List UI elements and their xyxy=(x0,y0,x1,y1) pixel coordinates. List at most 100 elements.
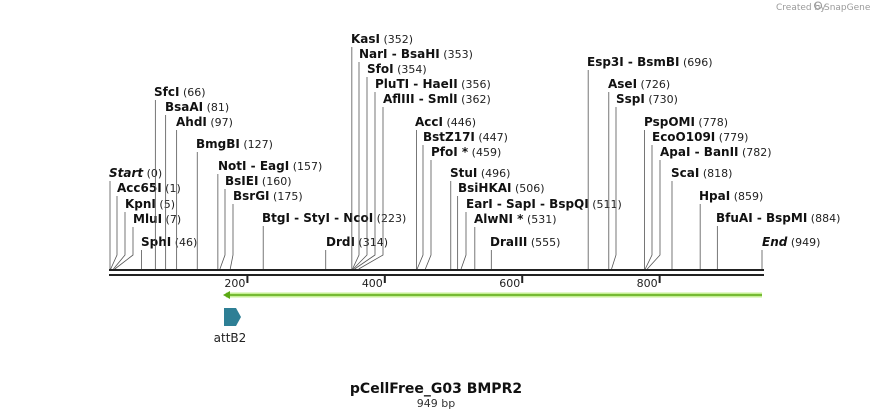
site-connector xyxy=(424,160,432,270)
site-asei[interactable]: AseI (726) xyxy=(607,77,672,269)
site-position: (66) xyxy=(179,86,205,99)
site-label-backdrop xyxy=(615,92,679,106)
site-label: BfuAI - BspMI (884) xyxy=(716,211,840,225)
site-name: ApaI xyxy=(660,145,690,159)
site-separator: - xyxy=(290,211,303,225)
snapgene-brand-text: SnapGene xyxy=(824,3,871,13)
site-kpni[interactable]: KpnI (5) xyxy=(113,197,176,270)
site-stui[interactable]: StuI (496) xyxy=(449,166,512,269)
site-bsiei[interactable]: BsIEI (160) xyxy=(219,174,293,270)
site-position: (353) xyxy=(440,48,473,61)
site-name: StuI xyxy=(450,166,477,180)
site-label-backdrop xyxy=(261,211,408,225)
orf-feature[interactable] xyxy=(223,291,762,299)
site-name: BtgI xyxy=(262,211,290,225)
site-bsihkai[interactable]: BsiHKAI (506) xyxy=(457,181,546,269)
site-label: DrdI (314) xyxy=(326,235,388,249)
site-connector xyxy=(229,204,234,270)
site-label-backdrop xyxy=(670,166,734,180)
site-label: SspI (730) xyxy=(616,92,678,106)
site-label-backdrop xyxy=(358,47,474,61)
site-separator: - xyxy=(624,55,637,69)
site-acci[interactable]: AccI (446) xyxy=(414,115,478,269)
site-eari[interactable]: EarI - SapI - BspQI (511) xyxy=(460,197,623,270)
site-afliii[interactable]: AflIII - SmlI (362) xyxy=(358,92,492,270)
site-nari[interactable]: NarI - BsaHI (353) xyxy=(352,47,474,270)
sequence-backbone xyxy=(109,269,764,276)
site-name: KasI xyxy=(351,32,380,46)
site-name: SapI xyxy=(506,197,536,211)
ruler-tick: 400 xyxy=(362,276,386,290)
site-scai[interactable]: ScaI (818) xyxy=(670,166,734,269)
site-separator: - xyxy=(247,159,260,173)
site-connector xyxy=(219,189,226,270)
site-name: BmgBI xyxy=(196,137,240,151)
site-label: End (949) xyxy=(762,235,820,249)
site-label: AhdI (97) xyxy=(176,115,233,129)
site-connector xyxy=(416,145,424,270)
site-position: (81) xyxy=(203,101,229,114)
attb2-feature[interactable]: attB2 xyxy=(214,308,247,345)
site-position: (730) xyxy=(645,93,678,106)
site-sspi[interactable]: SspI (730) xyxy=(611,92,679,270)
site-name: BsaAI xyxy=(165,100,203,114)
site-label-backdrop xyxy=(761,235,822,249)
site-label-backdrop xyxy=(607,77,672,91)
site-label: BsiHKAI (506) xyxy=(458,181,545,195)
site-position: (46) xyxy=(171,236,197,249)
site-label: BsIEI (160) xyxy=(225,174,292,188)
site-pluti[interactable]: PluTI - HaeII (356) xyxy=(354,77,492,270)
plasmid-length: 949 bp xyxy=(417,397,455,410)
site-name: KpnI xyxy=(125,197,156,211)
site-position: (496) xyxy=(477,167,510,180)
site-separator: - xyxy=(415,92,428,106)
site-position: (175) xyxy=(270,190,303,203)
site-ahdi[interactable]: AhdI (97) xyxy=(175,115,234,269)
site-label: EarI - SapI - BspQI (511) xyxy=(466,197,622,211)
site-name: BsiHKAI xyxy=(458,181,512,195)
site-start[interactable]: Start (0) xyxy=(108,166,164,269)
site-name: PfoI * xyxy=(431,145,469,159)
site-position: (782) xyxy=(739,146,772,159)
site-position: (506) xyxy=(512,182,545,195)
site-esp3i[interactable]: Esp3I - BsmBI (696) xyxy=(586,55,714,269)
site-label-backdrop xyxy=(457,181,546,195)
site-label: BmgBI (127) xyxy=(196,137,273,151)
site-label-backdrop xyxy=(414,115,478,129)
site-name: MluI xyxy=(133,212,162,226)
site-draiii[interactable]: DraIII (555) xyxy=(489,235,562,269)
site-kasi[interactable]: KasI (352) xyxy=(350,32,415,269)
site-name: BspMI xyxy=(766,211,807,225)
site-label: SfoI (354) xyxy=(367,62,427,76)
site-label: EcoO109I (779) xyxy=(652,130,748,144)
site-name: BstZ17I xyxy=(423,130,475,144)
site-name: BspQI xyxy=(549,197,589,211)
site-alwni[interactable]: AlwNI * (531) xyxy=(473,212,558,269)
site-position: (726) xyxy=(637,78,670,91)
site-noti[interactable]: NotI - EagI (157) xyxy=(217,159,324,269)
site-sfci[interactable]: SfcI (66) xyxy=(153,85,207,269)
site-bstz17i[interactable]: BstZ17I (447) xyxy=(416,130,509,270)
site-end[interactable]: End (949) xyxy=(761,235,822,269)
site-bfuai[interactable]: BfuAI - BspMI (884) xyxy=(715,211,842,269)
site-separator: - xyxy=(409,77,422,91)
site-sfoi[interactable]: SfoI (354) xyxy=(352,62,428,270)
site-drdi[interactable]: DrdI (314) xyxy=(325,235,390,269)
site-sphi[interactable]: SphI (46) xyxy=(140,235,199,269)
site-pfoi[interactable]: PfoI * (459) xyxy=(424,145,503,270)
site-label: AccI (446) xyxy=(415,115,476,129)
site-ecoo109i[interactable]: EcoO109I (779) xyxy=(644,130,750,270)
site-btgi[interactable]: BtgI - StyI - NcoI (223) xyxy=(261,211,408,269)
ruler-tick-label: 600 xyxy=(499,277,520,290)
site-hpai[interactable]: HpaI (859) xyxy=(698,189,765,269)
site-name: AflIII xyxy=(383,92,415,106)
site-position: (511) xyxy=(589,198,622,211)
site-name: HaeII xyxy=(422,77,457,91)
site-name: End xyxy=(762,235,788,249)
site-apai[interactable]: ApaI - BanII (782) xyxy=(646,145,773,270)
site-label: KpnI (5) xyxy=(125,197,175,211)
site-bmgbi[interactable]: BmgBI (127) xyxy=(195,137,274,269)
site-bsaai[interactable]: BsaAI (81) xyxy=(164,100,231,269)
site-pspomi[interactable]: PspOMI (778) xyxy=(643,115,730,269)
site-bsrgi[interactable]: BsrGI (175) xyxy=(229,189,304,270)
